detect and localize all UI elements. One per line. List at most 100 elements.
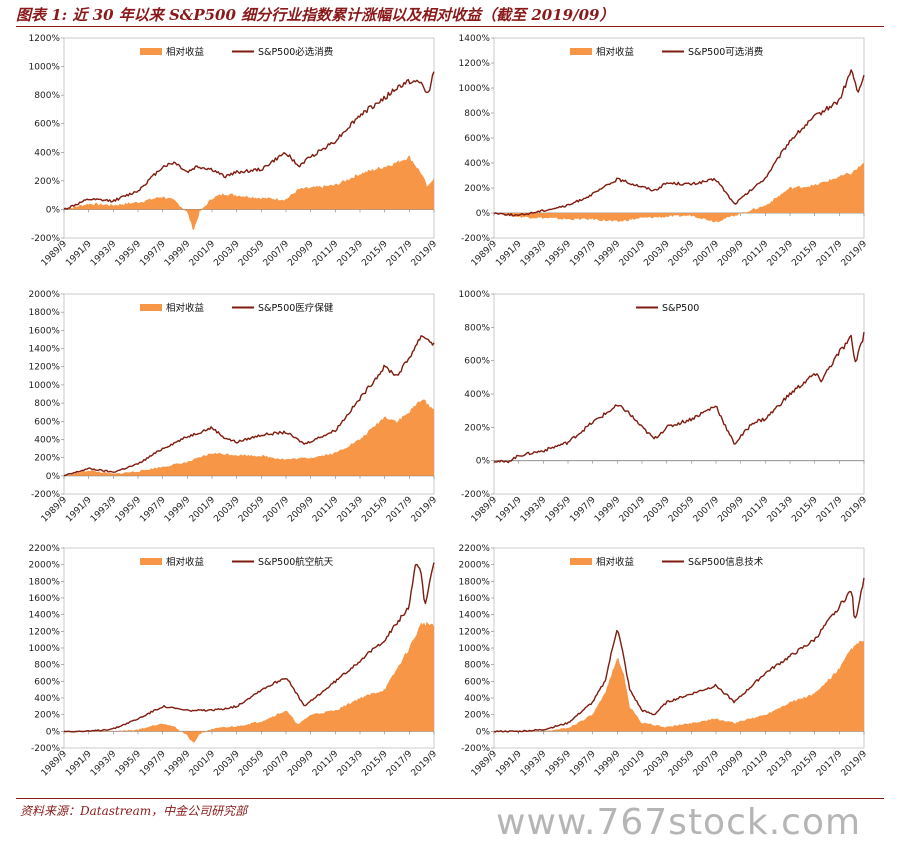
x-tick-label: 2001/9 xyxy=(188,239,218,269)
x-tick-label: 1995/9 xyxy=(114,239,144,269)
x-tick-label: 1999/9 xyxy=(163,239,193,269)
x-tick-label: 1999/9 xyxy=(163,749,193,779)
x-tick-label: 1995/9 xyxy=(114,749,144,779)
x-tick-label: 2003/9 xyxy=(642,749,672,779)
y-tick-label: 0% xyxy=(476,209,491,219)
y-tick-label: 2000% xyxy=(29,290,61,300)
series-line-index xyxy=(63,335,435,477)
x-tick-label: 2003/9 xyxy=(642,239,672,269)
x-tick-label: 2019/9 xyxy=(410,495,440,525)
chart-discretionary-svg: -200% 0% 200% 400% 600% 800% 1000% 1200% 1400% 19… xyxy=(459,34,870,269)
y-tick-label: 1600% xyxy=(29,326,61,336)
y-tick-label: 400% xyxy=(34,435,60,445)
x-tick-label: 2013/9 xyxy=(766,239,796,269)
y-tick-label: -200% xyxy=(461,744,490,754)
chart-aerospace-svg: -200% 0% 200% 400% 600% 800% 1000% 1200% 1400% 16… xyxy=(29,544,440,779)
chart-staples: -200% 0% 200% 400% 600% 800% 1000% 1200% 1989/9 1… xyxy=(10,32,442,284)
y-tick-label: 1400% xyxy=(459,34,491,44)
y-tick-label: 1000% xyxy=(29,381,61,391)
x-tick-label: 2019/9 xyxy=(410,239,440,269)
x-tick-label: 2011/9 xyxy=(741,495,771,525)
y-tick-label: 0% xyxy=(476,457,491,467)
y-tick-label: 1200% xyxy=(459,627,491,637)
y-tick-label: -200% xyxy=(31,744,60,754)
x-tick-label: 1993/9 xyxy=(89,749,119,779)
x-tick-label: 1991/9 xyxy=(64,495,94,525)
y-tick-label: -200% xyxy=(31,234,60,244)
y-tick-label: 1200% xyxy=(29,627,61,637)
y-tick-label: 1800% xyxy=(29,577,61,587)
x-tick-label: 2005/9 xyxy=(667,749,697,779)
y-tick-label: 200% xyxy=(34,454,60,464)
x-tick-label: 2001/9 xyxy=(618,239,648,269)
x-tick-label: 1997/9 xyxy=(568,749,598,779)
legend-label-index: S&P500可选消费 xyxy=(688,46,763,58)
x-tick-label: 1995/9 xyxy=(544,239,574,269)
x-tick-label: 2017/9 xyxy=(815,749,845,779)
legend-label-index: S&P500航空航天 xyxy=(258,556,334,568)
x-tick-label: 2007/9 xyxy=(692,239,722,269)
series-line-index xyxy=(493,331,865,464)
x-tick-label: 1993/9 xyxy=(519,495,549,525)
y-tick-label: -200% xyxy=(461,490,490,500)
x-tick-label: 1999/9 xyxy=(163,495,193,525)
y-tick-label: 1000% xyxy=(459,644,491,654)
x-tick-label: 1991/9 xyxy=(494,495,524,525)
x-tick-label: 2003/9 xyxy=(212,749,242,779)
series-line-index xyxy=(493,69,865,217)
x-tick-label: 1991/9 xyxy=(494,239,524,269)
y-tick-label: 800% xyxy=(464,109,490,119)
legend-label-relative: 相对收益 xyxy=(166,302,205,314)
x-tick-label: 2013/9 xyxy=(336,749,366,779)
series-area-relative xyxy=(64,155,434,230)
legend-swatch-relative xyxy=(140,48,162,55)
y-tick-label: 1000% xyxy=(459,290,491,300)
y-tick-label: 1200% xyxy=(29,34,61,44)
chart-infotech-svg: -200% 0% 200% 400% 600% 800% 1000% 1200% 1400% 16… xyxy=(459,544,870,779)
x-tick-label: 2015/9 xyxy=(360,239,390,269)
legend-label-relative: 相对收益 xyxy=(596,556,635,568)
plot-frame xyxy=(63,293,435,495)
legend-label-relative: 相对收益 xyxy=(166,46,205,58)
series-area-relative xyxy=(64,399,434,476)
x-tick-label: 2013/9 xyxy=(336,239,366,269)
legend-label-index: S&P500医疗保健 xyxy=(258,302,334,314)
x-tick-label: 1991/9 xyxy=(64,239,94,269)
y-tick-label: 800% xyxy=(34,399,60,409)
y-tick-label: 2200% xyxy=(29,544,61,554)
series-line-index xyxy=(493,577,865,733)
x-tick-label: 1993/9 xyxy=(89,495,119,525)
y-tick-label: 1600% xyxy=(459,594,491,604)
legend-swatch-relative xyxy=(570,558,592,565)
y-tick-label: 200% xyxy=(34,177,60,187)
y-tick-label: 0% xyxy=(46,727,61,737)
x-tick-label: 1997/9 xyxy=(568,239,598,269)
x-tick-label: 1999/9 xyxy=(593,749,623,779)
y-tick-label: 600% xyxy=(464,134,490,144)
x-tick-label: 1997/9 xyxy=(138,495,168,525)
y-tick-label: 1200% xyxy=(459,59,491,69)
x-tick-label: 1997/9 xyxy=(138,239,168,269)
y-tick-label: 400% xyxy=(34,148,60,158)
y-tick-label: 600% xyxy=(464,677,490,687)
chart-discretionary: -200% 0% 200% 400% 600% 800% 1000% 1200% 1400% 19… xyxy=(440,32,872,284)
chart-aerospace: -200% 0% 200% 400% 600% 800% 1000% 1200% 1400% 16… xyxy=(10,542,442,794)
y-tick-label: 800% xyxy=(464,661,490,671)
y-tick-label: 2200% xyxy=(459,544,491,554)
legend-label-relative: 相对收益 xyxy=(596,46,635,58)
y-tick-label: 1000% xyxy=(459,84,491,94)
x-tick-label: 1999/9 xyxy=(593,495,623,525)
y-tick-label: 2000% xyxy=(459,561,491,571)
x-tick-label: 2017/9 xyxy=(815,239,845,269)
y-tick-label: 1800% xyxy=(29,308,61,318)
x-tick-label: 1995/9 xyxy=(114,495,144,525)
x-tick-label: 2013/9 xyxy=(766,749,796,779)
y-tick-label: 600% xyxy=(34,120,60,130)
series-line-index xyxy=(63,71,435,210)
y-tick-label: 800% xyxy=(464,323,490,333)
series-area-relative xyxy=(494,163,864,223)
x-tick-label: 2011/9 xyxy=(311,749,341,779)
y-tick-label: 800% xyxy=(34,91,60,101)
x-tick-label: 2003/9 xyxy=(212,495,242,525)
x-tick-label: 2013/9 xyxy=(336,495,366,525)
